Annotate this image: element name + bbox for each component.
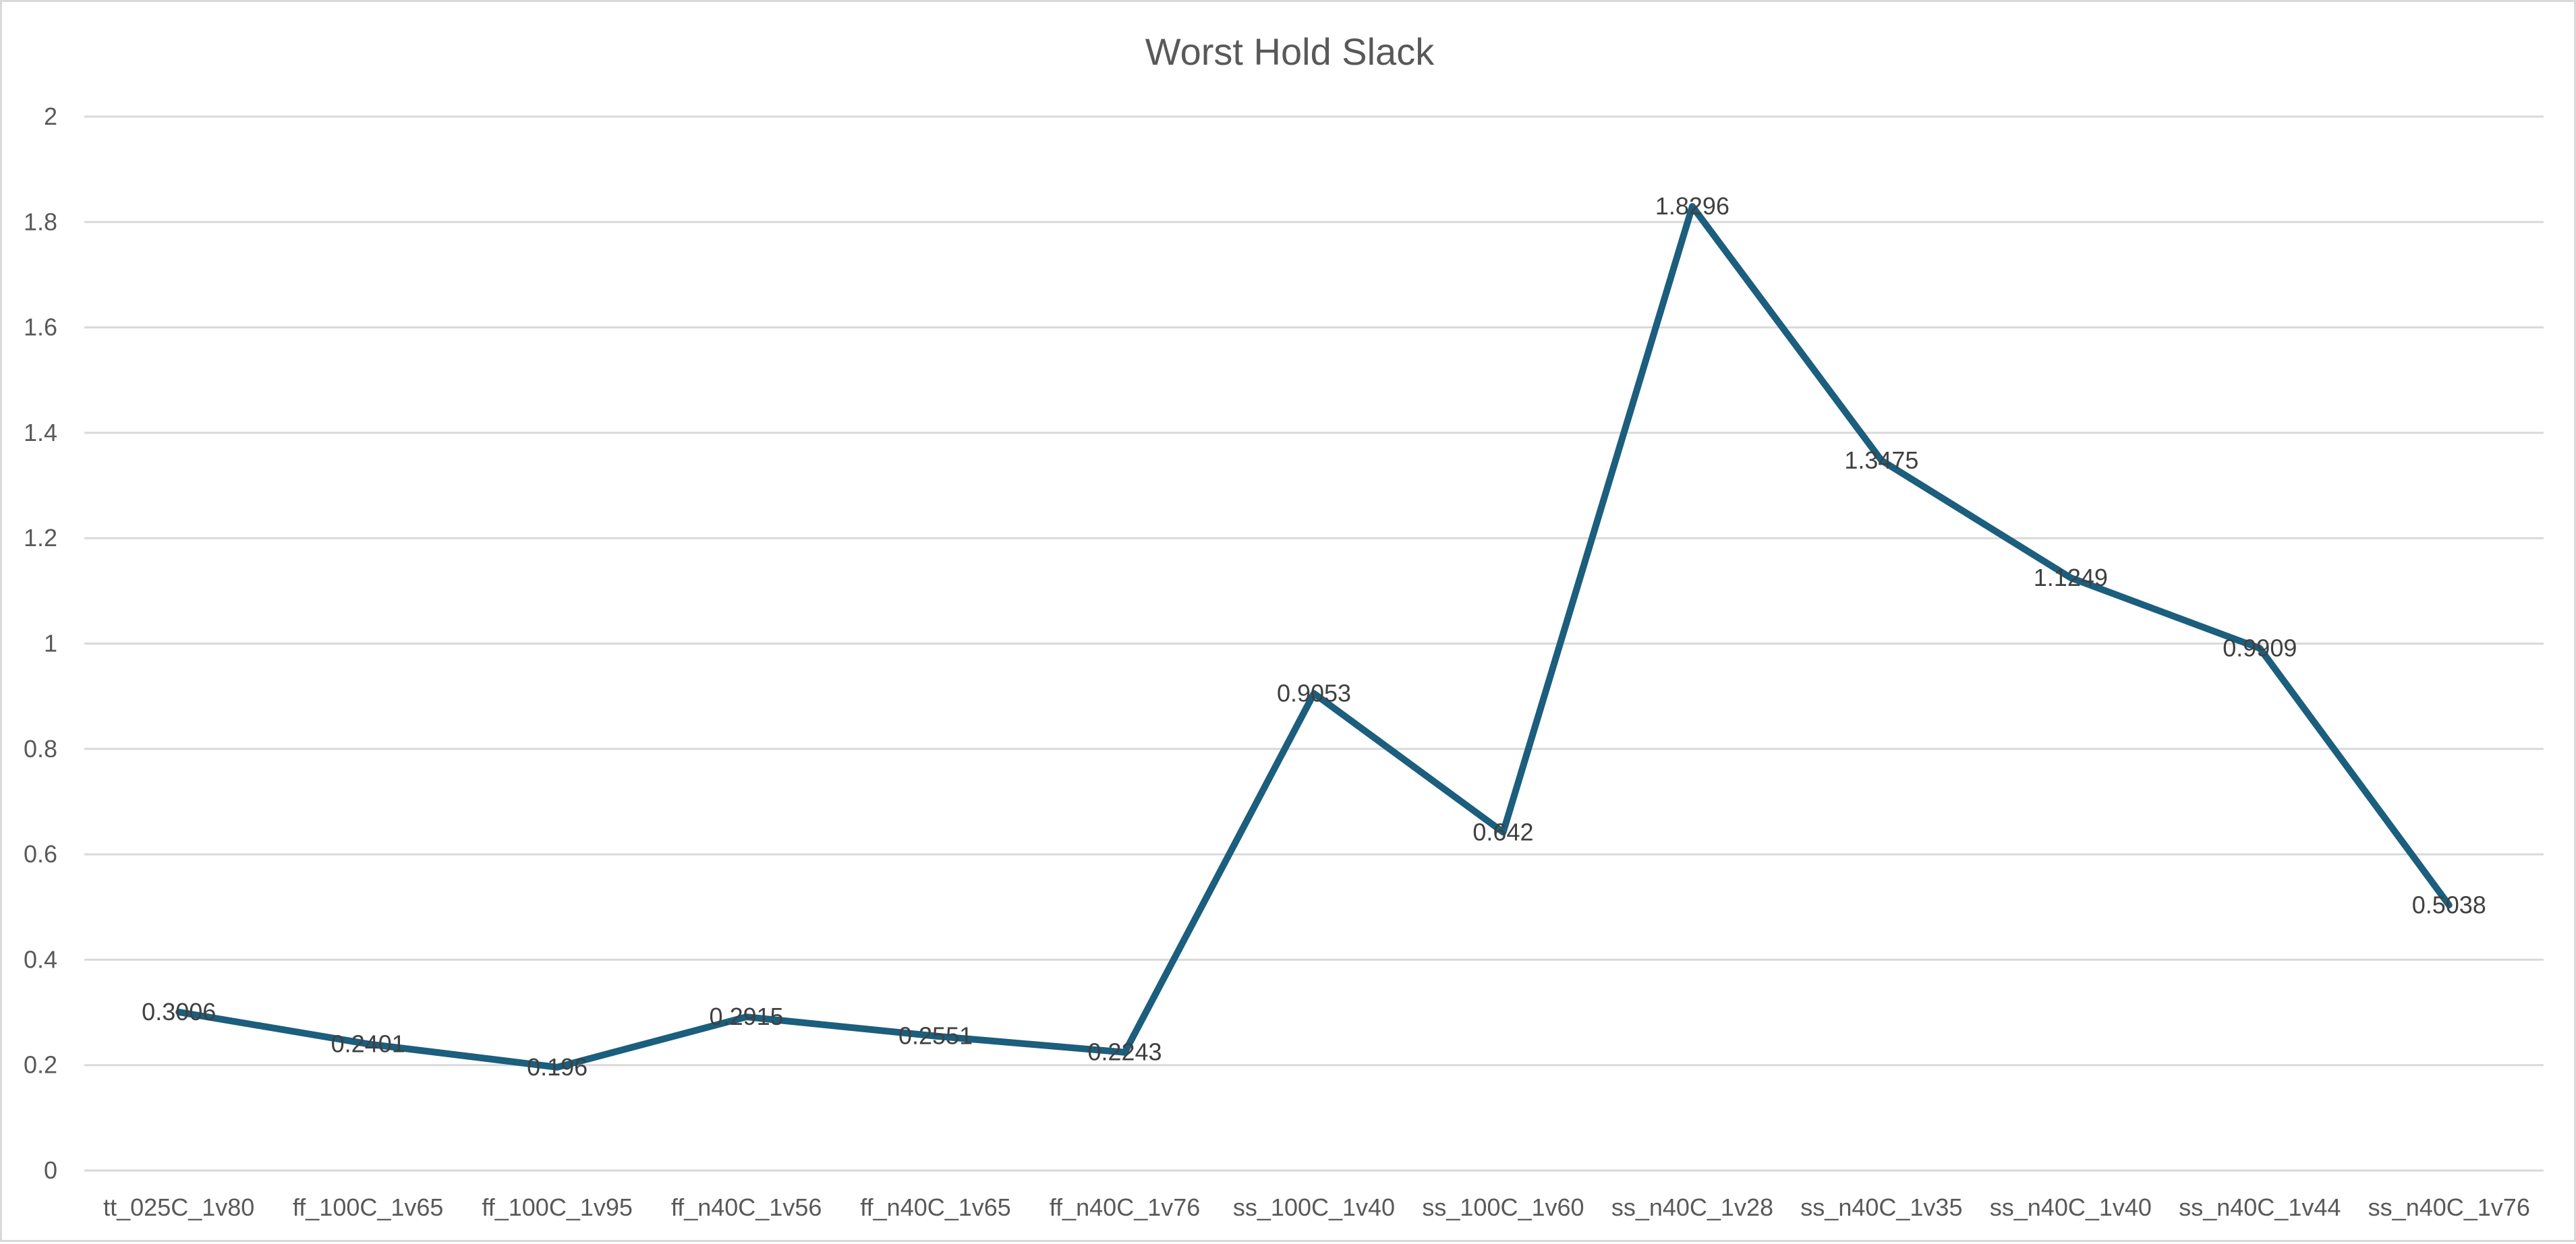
y-tick-label: 1.2 — [24, 524, 57, 552]
data-label: 0.642 — [1472, 818, 1533, 846]
x-tick-label: ss_100C_1v60 — [1422, 1193, 1584, 1221]
y-tick-label: 1.4 — [24, 419, 57, 446]
data-label: 0.9909 — [2223, 634, 2297, 662]
data-label: 0.196 — [527, 1053, 588, 1081]
x-tick-label: ss_n40C_1v35 — [1800, 1193, 1962, 1221]
chart-title: Worst Hold Slack — [1145, 30, 1435, 73]
y-tick-label: 2 — [44, 102, 57, 130]
series-line — [175, 203, 2453, 1071]
y-tick-label: 1.6 — [24, 314, 57, 341]
y-tick-label: 1 — [44, 630, 57, 657]
x-axis-ticks: tt_025C_1v80 ff_100C_1v65 ff_100C_1v95 ff_n… — [103, 1193, 2530, 1221]
data-label: 0.3006 — [142, 998, 216, 1026]
data-label: 0.2915 — [710, 1003, 784, 1030]
x-tick-label: ff_100C_1v95 — [482, 1193, 633, 1221]
data-label: 0.2401 — [331, 1030, 405, 1057]
y-tick-label: 0.4 — [24, 945, 57, 973]
x-tick-label: ss_100C_1v40 — [1233, 1193, 1395, 1221]
data-labels: 0.3006 0.2401 0.196 0.2915 0.2551 0.2243 0.905… — [142, 192, 2486, 1081]
data-label: 1.8296 — [1655, 192, 1729, 220]
data-label: 0.2243 — [1087, 1038, 1162, 1066]
y-tick-label: 0 — [44, 1156, 57, 1184]
data-label: 0.9053 — [1277, 680, 1351, 707]
data-label: 1.3475 — [1844, 446, 1918, 474]
x-tick-label: ss_n40C_1v28 — [1611, 1193, 1773, 1221]
y-tick-label: 0.6 — [24, 840, 57, 868]
data-label: 0.2551 — [898, 1022, 973, 1050]
data-label: 1.1249 — [2034, 564, 2108, 591]
y-tick-label: 0.8 — [24, 735, 57, 763]
y-axis-ticks: 0 0.2 0.4 0.6 0.8 1 1.2 1.4 1.6 1.8 2 — [24, 102, 57, 1184]
x-tick-label: ff_n40C_1v56 — [671, 1193, 822, 1221]
x-tick-label: tt_025C_1v80 — [103, 1193, 254, 1221]
x-tick-label: ss_n40C_1v76 — [2368, 1193, 2530, 1221]
data-label: 0.5038 — [2412, 891, 2486, 918]
y-tick-label: 1.8 — [24, 208, 57, 235]
x-tick-label: ss_n40C_1v44 — [2179, 1193, 2341, 1221]
x-tick-label: ss_n40C_1v40 — [1990, 1193, 2152, 1221]
gridlines — [84, 115, 2544, 1172]
x-tick-label: ff_n40C_1v65 — [860, 1193, 1011, 1221]
x-tick-label: ff_n40C_1v76 — [1050, 1193, 1201, 1221]
y-tick-label: 0.2 — [24, 1051, 57, 1079]
series-layer — [175, 203, 2453, 1071]
x-tick-label: ff_100C_1v65 — [293, 1193, 444, 1221]
